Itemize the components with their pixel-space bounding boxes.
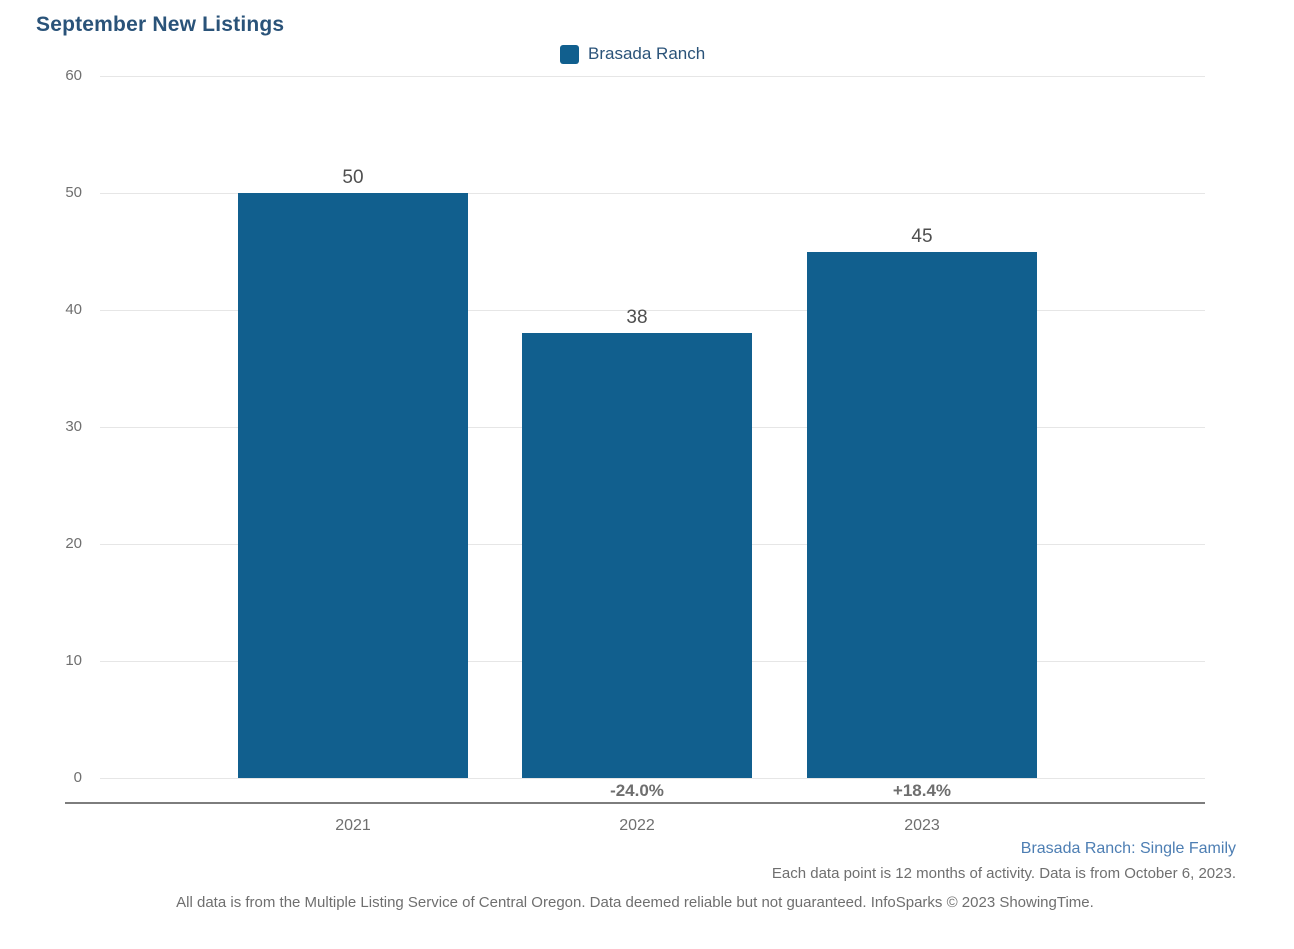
plot-area: 50 38 45	[100, 76, 1205, 779]
data-note: Each data point is 12 months of activity…	[771, 865, 1236, 882]
disclaimer-note: All data is from the Multiple Listing Se…	[176, 894, 1094, 911]
bar-value-label-2022: 38	[626, 307, 648, 329]
y-tick-label-10: 10	[65, 652, 82, 669]
gridline-y-0	[100, 778, 1205, 779]
bar-value-label-2023: 45	[911, 225, 933, 247]
y-tick-label-30: 30	[65, 418, 82, 435]
bar-2021[interactable]	[238, 193, 468, 778]
gridline-y-50	[100, 193, 1205, 194]
gridline-y-40	[100, 310, 1205, 311]
gridline-y-60	[100, 76, 1205, 77]
pct-change-label-2022: -24.0%	[610, 781, 664, 800]
x-axis-line	[65, 802, 1205, 804]
bar-2022[interactable]	[522, 333, 752, 778]
legend-item-brasada-ranch[interactable]: Brasada Ranch	[560, 44, 705, 64]
x-tick-label-2021: 2021	[335, 817, 371, 834]
legend-label: Brasada Ranch	[588, 44, 706, 63]
x-tick-label-2022: 2022	[619, 817, 655, 834]
y-tick-label-60: 60	[65, 67, 82, 84]
chart-title: September New Listings	[36, 13, 285, 36]
y-tick-label-50: 50	[65, 184, 82, 201]
x-tick-label-2023: 2023	[904, 817, 940, 834]
series-note: Brasada Ranch: Single Family	[1020, 840, 1236, 857]
legend-swatch	[560, 44, 579, 64]
y-tick-label-20: 20	[65, 535, 82, 552]
pct-change-label-2023: +18.4%	[892, 781, 952, 800]
y-tick-label-0: 0	[73, 769, 82, 786]
y-tick-label-40: 40	[65, 301, 82, 318]
bar-2023[interactable]	[807, 251, 1037, 778]
bar-value-label-2021: 50	[342, 167, 364, 188]
